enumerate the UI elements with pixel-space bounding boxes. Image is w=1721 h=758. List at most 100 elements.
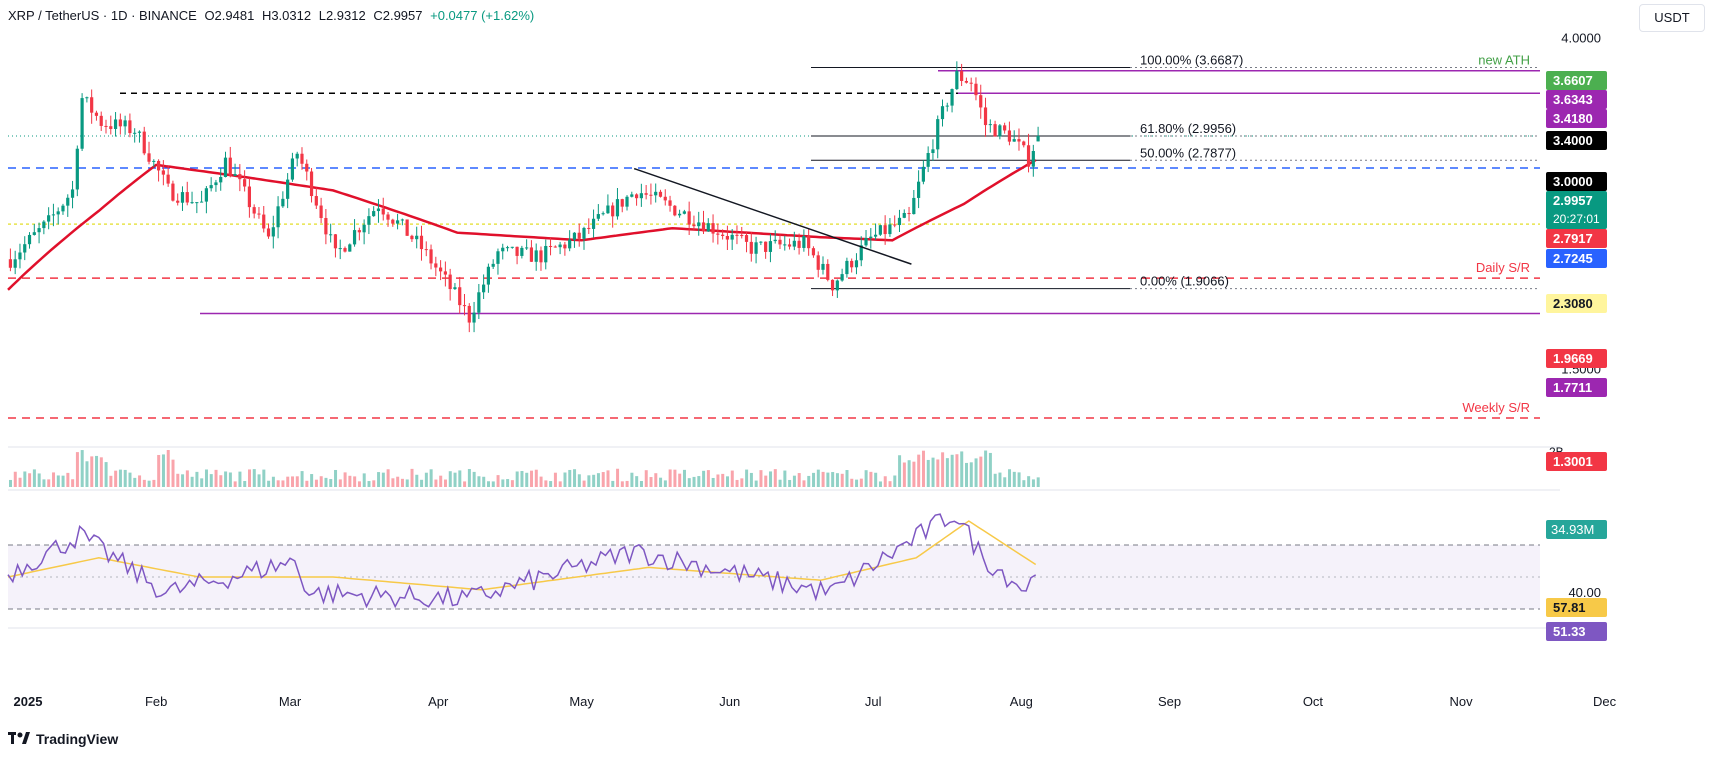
candle	[424, 241, 428, 257]
candle	[615, 187, 620, 220]
candle-body	[32, 232, 36, 235]
tradingview-logo[interactable]: TradingView	[8, 731, 118, 747]
volume-bar	[845, 470, 849, 487]
candle-body	[1031, 151, 1035, 167]
candle-body	[740, 235, 744, 237]
volume-bar	[109, 475, 113, 487]
volume-bar	[740, 478, 744, 487]
price-tag-bg	[1546, 294, 1607, 313]
candle-body	[730, 234, 734, 240]
candle-body	[931, 149, 935, 154]
currency-button[interactable]: USDT	[1639, 4, 1705, 32]
open-value: O2.9481	[204, 8, 255, 23]
candle-body	[955, 71, 959, 90]
candle	[161, 160, 165, 186]
candle-body	[419, 235, 424, 250]
candle	[290, 152, 295, 182]
candle	[711, 214, 715, 243]
candle-body	[271, 227, 275, 237]
volume-bar	[142, 479, 146, 487]
volume-bar	[616, 468, 620, 487]
volume-bar	[687, 478, 691, 487]
candle-body	[462, 305, 467, 307]
rsi-signal-line	[7, 520, 1037, 591]
low-value: L2.9312	[318, 8, 366, 23]
time-tick: Oct	[1303, 694, 1324, 709]
candle-body	[333, 234, 338, 249]
candle	[744, 231, 749, 253]
candle-body	[998, 125, 1002, 137]
volume-bar	[367, 481, 371, 487]
candle	[1036, 126, 1040, 142]
volume-bar	[702, 470, 706, 487]
candle	[70, 180, 75, 209]
candle-body	[960, 71, 964, 81]
volume-bar	[759, 470, 763, 487]
candle-body	[964, 80, 968, 83]
volume-bar	[477, 476, 481, 487]
volume-bar	[295, 476, 299, 487]
candle	[1031, 144, 1035, 177]
candle	[305, 159, 309, 181]
candle-body	[873, 234, 878, 237]
volume-bar	[214, 469, 218, 487]
candle	[137, 130, 142, 143]
volume-bar	[1008, 469, 1012, 487]
candle	[477, 283, 481, 320]
candle-body	[453, 287, 457, 290]
volume-bar	[18, 477, 22, 487]
candle-body	[778, 239, 782, 245]
volume-bar	[764, 475, 768, 487]
candle-body	[735, 234, 739, 236]
candle-body	[18, 252, 22, 260]
candle-body	[66, 197, 70, 206]
candle-body	[625, 196, 629, 207]
volume-bar	[271, 476, 275, 487]
volume-bar	[950, 454, 954, 487]
candle-body	[23, 244, 27, 253]
candle	[983, 97, 988, 137]
candle-body	[47, 215, 51, 222]
candle	[960, 63, 964, 87]
time-tick: Feb	[145, 694, 167, 709]
candle-body	[525, 247, 529, 249]
volume-bar	[128, 472, 132, 487]
volume-bar	[998, 472, 1002, 487]
volume-bar	[931, 457, 935, 487]
volume-bar	[912, 461, 916, 487]
volume-bar	[386, 469, 390, 487]
candle-body	[85, 97, 89, 99]
candle	[955, 61, 959, 91]
candle	[735, 225, 739, 245]
brand-name: TradingView	[36, 731, 119, 747]
candle	[917, 170, 921, 209]
candle	[415, 226, 419, 249]
price-tag-label: 2.7917	[1553, 231, 1593, 246]
volume-bar	[773, 469, 777, 487]
volume-bar	[582, 480, 586, 487]
candle	[577, 223, 581, 247]
candle-body	[357, 230, 361, 233]
volume-bar	[730, 470, 734, 487]
candle-body	[223, 157, 228, 177]
symbol-title[interactable]: XRP / TetherUS · 1D · BINANCE	[8, 8, 197, 23]
candle	[85, 96, 89, 103]
candle	[682, 209, 686, 215]
countdown-label: 20:27:01	[1553, 212, 1600, 226]
time-tick: 2025	[14, 694, 43, 709]
volume-bar	[257, 474, 261, 487]
candle	[797, 233, 801, 255]
candle-body	[195, 202, 199, 204]
candle	[66, 194, 70, 217]
candle	[99, 111, 103, 131]
candle	[281, 191, 285, 208]
high-value: H3.0312	[261, 8, 312, 23]
volume-bar	[262, 469, 266, 487]
candle	[123, 115, 127, 135]
candle-body	[529, 247, 534, 262]
candle	[271, 215, 275, 249]
candle-body	[343, 248, 347, 252]
candle-body	[329, 234, 333, 236]
price-tag-label: 3.6343	[1553, 92, 1593, 107]
